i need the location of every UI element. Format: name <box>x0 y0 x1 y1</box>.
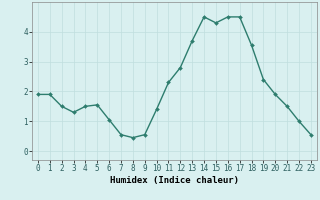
X-axis label: Humidex (Indice chaleur): Humidex (Indice chaleur) <box>110 176 239 185</box>
